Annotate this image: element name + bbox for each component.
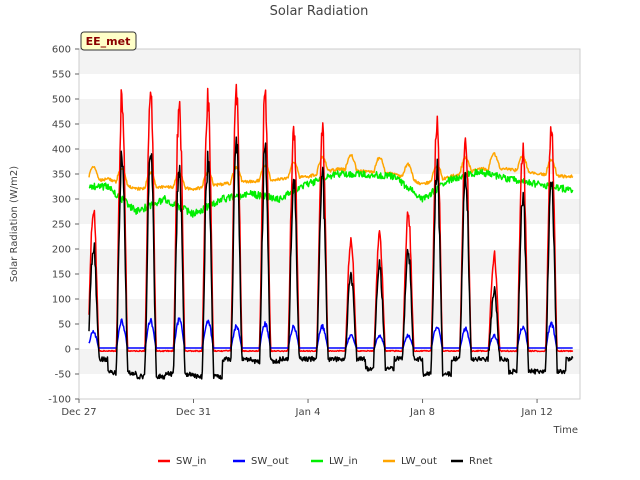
x-tick-label: Dec 31 xyxy=(176,407,211,418)
series-line-lw-in xyxy=(88,168,574,218)
series-line-sw-out xyxy=(88,317,573,350)
grid-band xyxy=(79,224,580,249)
x-tick-label: Jan 8 xyxy=(409,407,435,418)
chart-title: Solar Radiation xyxy=(270,4,369,19)
legend-label: Rnet xyxy=(469,456,492,467)
site-label-box: EE_met xyxy=(80,31,137,51)
y-tick-label: 400 xyxy=(52,145,71,156)
series-lines xyxy=(88,83,574,380)
y-tick-label: 500 xyxy=(52,95,71,106)
y-tick-label: 550 xyxy=(52,70,71,81)
grid-band xyxy=(79,124,580,149)
y-axis: -100 -50 0 50 100 150 200 250 300 350 400 450 500 550… xyxy=(48,45,79,406)
x-tick-label: Jan 12 xyxy=(520,407,552,418)
y-axis-title: Solar Radiation (W/m2) xyxy=(9,166,20,282)
y-tick-label: 600 xyxy=(52,45,71,56)
series-line-rnet xyxy=(88,136,574,380)
grid-band xyxy=(79,199,580,224)
grid-band xyxy=(79,49,580,74)
y-tick-label: 250 xyxy=(52,220,71,231)
grid-band xyxy=(79,99,580,124)
series-line-lw-out xyxy=(88,152,574,191)
legend-item: Rnet xyxy=(451,456,492,467)
legend-item: LW_out xyxy=(383,456,437,467)
y-tick-label: 150 xyxy=(52,270,71,281)
y-tick-label: 0 xyxy=(65,345,71,356)
legend-item: SW_in xyxy=(158,456,206,467)
grid-band xyxy=(79,249,580,274)
grid-band xyxy=(79,74,580,99)
legend-label: SW_out xyxy=(251,456,289,467)
legend-item: SW_out xyxy=(233,456,289,467)
legend-item: LW_in xyxy=(311,456,358,467)
y-tick-label: -100 xyxy=(48,395,71,406)
legend: SW_in SW_out LW_in LW_out Rnet xyxy=(158,456,492,467)
y-tick-label: -50 xyxy=(55,370,71,381)
y-tick-label: 100 xyxy=(52,295,71,306)
x-tick-label: Dec 27 xyxy=(61,407,96,418)
y-tick-label: 450 xyxy=(52,120,71,131)
y-tick-label: 50 xyxy=(58,320,71,331)
y-tick-label: 350 xyxy=(52,170,71,181)
grid-band xyxy=(79,324,580,349)
legend-label: LW_out xyxy=(401,456,437,467)
y-tick-label: 300 xyxy=(52,195,71,206)
x-axis-title: Time xyxy=(553,425,578,436)
site-label: EE_met xyxy=(86,35,131,48)
legend-label: SW_in xyxy=(176,456,206,467)
x-tick-label: Jan 4 xyxy=(295,407,321,418)
x-axis: Dec 27 Dec 31 Jan 4 Jan 8 Jan 12 xyxy=(61,399,553,418)
legend-label: LW_in xyxy=(329,456,358,467)
y-tick-label: 200 xyxy=(52,245,71,256)
grid-band xyxy=(79,374,580,399)
series-line-sw-in xyxy=(88,83,574,353)
